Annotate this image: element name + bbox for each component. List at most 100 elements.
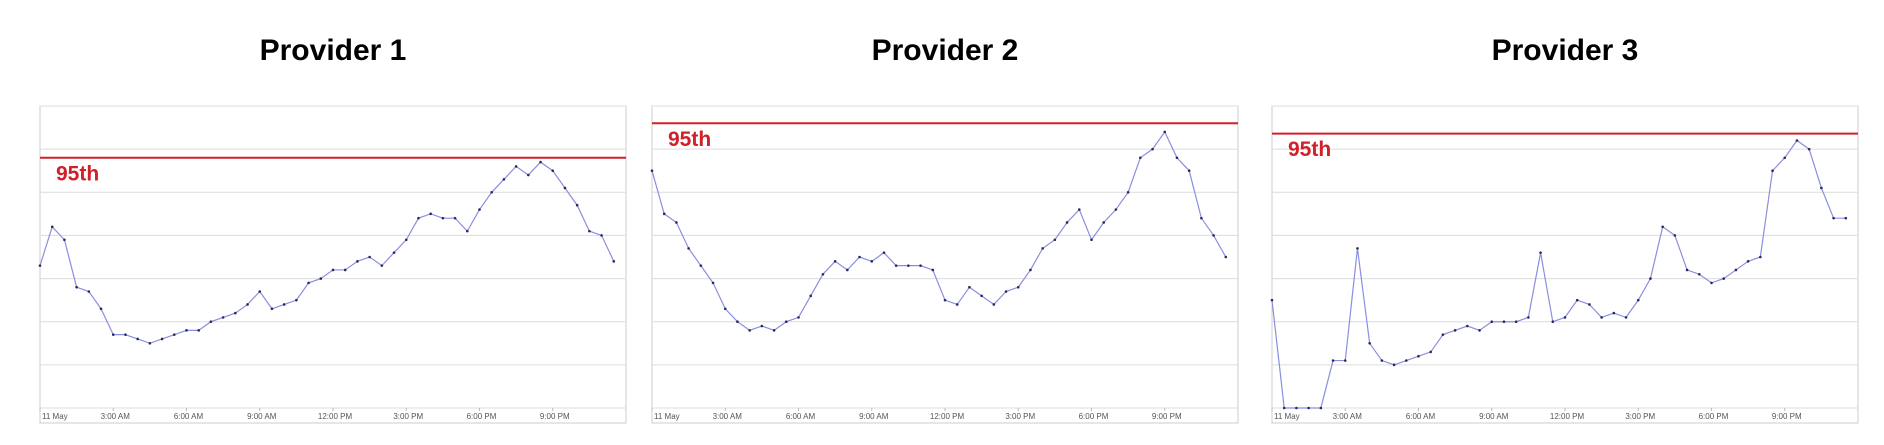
point bbox=[612, 260, 616, 263]
point bbox=[1722, 277, 1726, 280]
x-tick-label: 11 May bbox=[1274, 412, 1300, 421]
point bbox=[1636, 298, 1640, 302]
point bbox=[1466, 324, 1469, 328]
point bbox=[1478, 329, 1481, 332]
point bbox=[1429, 350, 1433, 354]
point bbox=[1502, 320, 1506, 324]
point bbox=[1319, 406, 1323, 410]
point bbox=[943, 298, 947, 302]
point bbox=[1187, 169, 1191, 173]
point bbox=[551, 169, 555, 173]
point bbox=[124, 333, 127, 336]
point bbox=[919, 264, 922, 267]
x-tick-label: 9:00 AM bbox=[859, 412, 889, 421]
point bbox=[356, 260, 359, 263]
point bbox=[1090, 238, 1093, 242]
point bbox=[1807, 147, 1811, 151]
point bbox=[172, 333, 176, 336]
point bbox=[809, 294, 813, 298]
point bbox=[417, 216, 420, 220]
chart-title: Provider 3 bbox=[1492, 34, 1639, 67]
x-tick-label: 11 May bbox=[42, 412, 68, 421]
point bbox=[1126, 190, 1130, 194]
point bbox=[1270, 298, 1274, 302]
point bbox=[1139, 156, 1142, 160]
point bbox=[748, 329, 751, 332]
point bbox=[185, 329, 188, 332]
point bbox=[282, 303, 286, 306]
x-tick-label: 3:00 PM bbox=[1625, 412, 1655, 421]
point bbox=[711, 281, 715, 285]
point bbox=[1016, 285, 1020, 289]
point bbox=[429, 212, 432, 216]
point bbox=[772, 329, 776, 332]
point bbox=[1041, 247, 1044, 250]
point bbox=[1612, 311, 1616, 315]
point bbox=[527, 173, 530, 177]
point bbox=[699, 264, 703, 267]
point bbox=[136, 337, 139, 341]
point bbox=[1710, 281, 1713, 285]
point bbox=[1844, 216, 1848, 220]
point bbox=[453, 216, 457, 220]
point bbox=[1563, 316, 1567, 319]
x-tick-label: 3:00 AM bbox=[101, 412, 131, 421]
point bbox=[160, 337, 164, 341]
point bbox=[331, 268, 335, 272]
point bbox=[1114, 208, 1118, 211]
point bbox=[1832, 216, 1835, 220]
point bbox=[1441, 333, 1445, 336]
point bbox=[1588, 303, 1591, 306]
chart-title: Provider 2 bbox=[872, 34, 1019, 67]
point bbox=[319, 277, 323, 280]
x-tick-label: 9:00 AM bbox=[1479, 412, 1509, 421]
x-tick-label: 9:00 AM bbox=[247, 412, 277, 421]
x-tick-label: 3:00 PM bbox=[1005, 412, 1035, 421]
point bbox=[1783, 156, 1787, 160]
point bbox=[894, 264, 898, 267]
point bbox=[1029, 268, 1032, 272]
point bbox=[1746, 260, 1750, 263]
point bbox=[797, 316, 800, 319]
plot-frame bbox=[651, 105, 1239, 424]
x-tick-label: 3:00 AM bbox=[713, 412, 743, 421]
point bbox=[63, 238, 66, 242]
point bbox=[234, 311, 237, 315]
x-tick-label: 6:00 AM bbox=[786, 412, 816, 421]
point bbox=[1575, 298, 1579, 302]
point bbox=[307, 281, 310, 285]
point bbox=[1065, 221, 1069, 224]
x-tick-label: 6:00 PM bbox=[467, 412, 497, 421]
point bbox=[270, 307, 274, 311]
x-tick-label: 11 May bbox=[654, 412, 680, 421]
point bbox=[1820, 186, 1823, 190]
point bbox=[1163, 130, 1167, 134]
point bbox=[502, 178, 506, 181]
point bbox=[882, 251, 886, 254]
point bbox=[1224, 255, 1228, 259]
point bbox=[75, 285, 78, 289]
point bbox=[1282, 406, 1286, 410]
point bbox=[760, 324, 764, 328]
point bbox=[723, 307, 727, 311]
point bbox=[478, 208, 481, 211]
point bbox=[87, 290, 91, 293]
point bbox=[870, 260, 874, 263]
point bbox=[575, 203, 579, 207]
point bbox=[1600, 316, 1603, 319]
threshold-label: 95th bbox=[1288, 138, 1331, 161]
point bbox=[1697, 272, 1701, 276]
point bbox=[465, 229, 469, 233]
x-tick-label: 6:00 AM bbox=[174, 412, 204, 421]
point bbox=[1151, 147, 1154, 151]
point bbox=[295, 298, 298, 302]
point bbox=[784, 320, 788, 324]
point bbox=[1539, 251, 1542, 254]
point bbox=[968, 285, 971, 289]
plot-frame bbox=[39, 105, 627, 424]
point bbox=[1551, 320, 1555, 324]
point bbox=[1307, 406, 1310, 410]
point bbox=[1077, 208, 1081, 211]
point bbox=[980, 294, 983, 298]
